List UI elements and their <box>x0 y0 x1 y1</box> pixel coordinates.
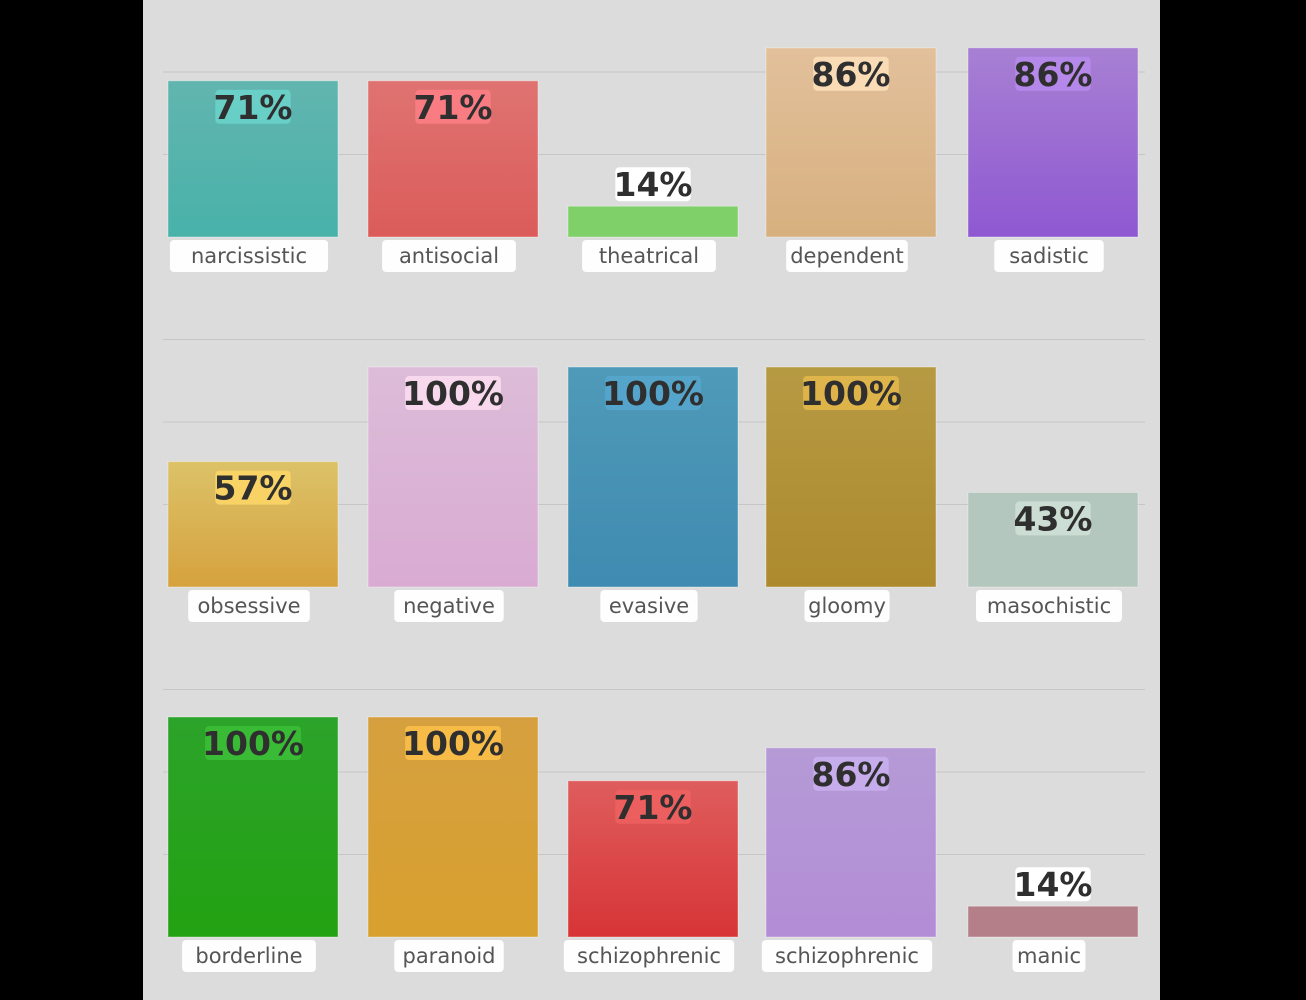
svg-text:100%: 100% <box>202 724 304 763</box>
svg-text:71%: 71% <box>414 88 493 127</box>
category-label: evasive <box>600 590 698 622</box>
value-label: 86% <box>1014 55 1093 94</box>
value-label: 86% <box>812 55 891 94</box>
category-label: schizophrenic <box>761 940 933 972</box>
value-label: 71% <box>414 88 493 127</box>
svg-text:evasive: evasive <box>609 594 689 618</box>
svg-text:narcissistic: narcissistic <box>191 244 307 268</box>
svg-text:schizophrenic: schizophrenic <box>775 944 919 968</box>
svg-text:paranoid: paranoid <box>402 944 495 968</box>
svg-text:86%: 86% <box>812 55 891 94</box>
chart-row: 71% narcissistic 71% antisocial 14% theatrica… <box>163 47 1145 272</box>
value-label: 71% <box>214 88 293 127</box>
value-label: 100% <box>800 374 902 413</box>
value-label: 71% <box>614 788 693 827</box>
category-label: sadistic <box>994 240 1104 272</box>
category-label: theatrical <box>582 240 716 272</box>
chart-row: 100% borderline 100% paranoid 71% schizophren… <box>163 689 1145 972</box>
bar <box>567 205 739 238</box>
category-label: narcissistic <box>169 240 329 272</box>
svg-text:obsessive: obsessive <box>197 594 300 618</box>
category-label: manic <box>1012 940 1086 972</box>
svg-text:57%: 57% <box>214 469 293 508</box>
bar-chart: 71% narcissistic 71% antisocial 14% theatrica… <box>163 47 1145 972</box>
svg-text:71%: 71% <box>214 88 293 127</box>
svg-text:schizophrenic: schizophrenic <box>577 944 721 968</box>
svg-text:100%: 100% <box>402 724 504 763</box>
svg-text:71%: 71% <box>614 788 693 827</box>
category-label: paranoid <box>394 940 504 972</box>
svg-text:100%: 100% <box>800 374 902 413</box>
category-label: masochistic <box>976 590 1122 622</box>
svg-text:borderline: borderline <box>195 944 302 968</box>
svg-text:theatrical: theatrical <box>599 244 699 268</box>
svg-text:sadistic: sadistic <box>1009 244 1089 268</box>
value-label: 100% <box>202 724 304 763</box>
svg-text:masochistic: masochistic <box>987 594 1111 618</box>
value-label: 86% <box>812 755 891 794</box>
category-label: obsessive <box>188 590 310 622</box>
chart-panel: 71% narcissistic 71% antisocial 14% theatrica… <box>143 0 1160 1000</box>
value-label: 57% <box>214 469 293 508</box>
svg-text:manic: manic <box>1017 944 1081 968</box>
svg-text:14%: 14% <box>1014 865 1093 904</box>
category-label: borderline <box>182 940 316 972</box>
svg-text:86%: 86% <box>1014 55 1093 94</box>
category-label: dependent <box>786 240 908 272</box>
svg-text:14%: 14% <box>614 165 693 204</box>
bar <box>967 905 1139 938</box>
chart-row: 57% obsessive 100% negative 100% evasive 100% g… <box>163 339 1145 622</box>
value-label: 14% <box>614 165 693 204</box>
svg-text:antisocial: antisocial <box>399 244 499 268</box>
svg-text:100%: 100% <box>602 374 704 413</box>
category-label: schizophrenic <box>563 940 735 972</box>
svg-text:dependent: dependent <box>790 244 904 268</box>
category-label: negative <box>394 590 504 622</box>
category-label: antisocial <box>382 240 516 272</box>
value-label: 14% <box>1014 865 1093 904</box>
svg-text:100%: 100% <box>402 374 504 413</box>
svg-text:negative: negative <box>403 594 495 618</box>
svg-text:86%: 86% <box>812 755 891 794</box>
value-label: 100% <box>602 374 704 413</box>
value-label: 100% <box>402 724 504 763</box>
value-label: 100% <box>402 374 504 413</box>
svg-text:gloomy: gloomy <box>808 594 886 618</box>
svg-text:43%: 43% <box>1014 499 1093 538</box>
value-label: 43% <box>1014 499 1093 538</box>
category-label: gloomy <box>804 590 890 622</box>
